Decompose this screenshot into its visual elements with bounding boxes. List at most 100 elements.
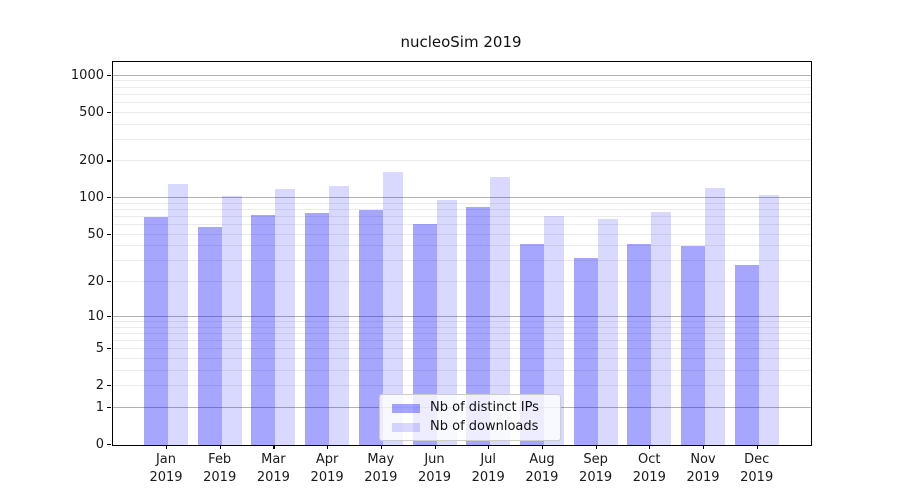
x-tick-mark (649, 445, 651, 449)
y-tick-mark (107, 233, 111, 235)
minor-gridline (113, 326, 811, 328)
minor-gridline (113, 357, 811, 359)
minor-gridline (113, 224, 811, 226)
y-tick-mark (107, 406, 111, 409)
bar-downloads (382, 172, 403, 445)
bar-downloads (329, 186, 350, 445)
major-gridline (113, 197, 811, 199)
y-tick-mark (107, 74, 111, 76)
y-tick-label: 1000 (70, 67, 104, 83)
x-tick-mark (273, 445, 275, 449)
legend-item: Nb of downloads (386, 420, 554, 434)
major-gridline (113, 74, 811, 76)
x-tick-label: Sep 2019 (579, 452, 613, 485)
legend-label: Nb of distinct IPs (430, 400, 539, 415)
y-tick-label: 500 (79, 104, 104, 120)
minor-gridline (113, 80, 811, 82)
minor-gridline (113, 123, 811, 125)
minor-gridline (113, 385, 811, 387)
y-tick-mark (107, 160, 111, 162)
legend-item: Nb of distinct IPs (386, 401, 554, 415)
y-tick-mark (107, 111, 111, 113)
minor-gridline (113, 86, 811, 88)
bar-downloads (221, 195, 242, 445)
minor-gridline (113, 101, 811, 103)
x-tick-mark (541, 445, 544, 449)
bar-downloads (436, 200, 457, 445)
x-tick-label: Jan 2019 (149, 452, 183, 485)
x-tick-mark (380, 445, 382, 449)
bar-downloads (490, 177, 511, 445)
bar-distinct-ips (251, 214, 276, 445)
x-tick-mark (434, 445, 436, 449)
minor-gridline (113, 332, 811, 334)
minor-gridline (113, 233, 811, 235)
minor-gridline (113, 209, 811, 211)
bar-downloads (597, 219, 618, 445)
legend: Nb of distinct IPs Nb of downloads (379, 394, 561, 441)
x-tick-mark (756, 445, 758, 449)
minor-gridline (113, 260, 811, 262)
x-tick-label: Feb 2019 (203, 452, 237, 485)
x-tick-label: Oct 2019 (632, 452, 666, 485)
minor-gridline (113, 160, 811, 162)
y-tick-label: 100 (79, 190, 104, 206)
bar-distinct-ips (358, 210, 383, 445)
y-tick-mark (107, 315, 111, 317)
minor-gridline (113, 348, 811, 350)
legend-swatch (392, 422, 420, 432)
minor-gridline (113, 93, 811, 95)
x-tick-mark (166, 445, 168, 449)
chart-title: nucleoSim 2019 (400, 33, 522, 51)
y-tick-label: 20 (87, 274, 104, 290)
minor-gridline (113, 369, 811, 371)
bar-downloads (758, 195, 779, 445)
major-gridline (113, 315, 811, 317)
x-tick-mark (488, 445, 490, 449)
x-tick-label: Dec 2019 (740, 452, 774, 485)
minor-gridline (113, 320, 811, 322)
bar-distinct-ips (305, 212, 330, 445)
y-tick-label: 50 (87, 226, 104, 242)
bar-distinct-ips (144, 217, 168, 445)
x-tick-label: Apr 2019 (310, 452, 344, 485)
bar-distinct-ips (734, 264, 759, 445)
legend-swatch (392, 403, 420, 413)
bar-downloads (275, 188, 296, 445)
y-tick-label: 0 (95, 437, 104, 452)
x-tick-mark (327, 445, 329, 449)
x-tick-mark (703, 445, 705, 449)
y-tick-mark (107, 197, 111, 199)
x-tick-label: Mar 2019 (256, 452, 290, 485)
minor-gridline (113, 138, 811, 140)
plot-area: Nb of distinct IPs Nb of downloads (112, 61, 812, 446)
y-tick-label: 10 (87, 308, 104, 324)
bar-distinct-ips (573, 258, 598, 445)
legend-label: Nb of downloads (430, 419, 539, 434)
x-tick-label: Nov 2019 (686, 452, 720, 485)
bar-distinct-ips (197, 227, 222, 445)
minor-gridline (113, 216, 811, 218)
y-tick-mark (107, 348, 111, 350)
bar-distinct-ips (681, 246, 705, 445)
bar-downloads (168, 184, 188, 445)
bar-distinct-ips (627, 243, 652, 445)
y-tick-mark (107, 385, 111, 387)
y-tick-label: 5 (95, 341, 104, 357)
minor-gridline (113, 202, 811, 204)
x-tick-label: Jun 2019 (417, 452, 452, 485)
x-tick-label: May 2019 (364, 452, 398, 485)
y-tick-label: 200 (79, 153, 104, 169)
y-tick-label: 1 (95, 399, 104, 415)
x-tick-mark (595, 445, 597, 449)
minor-gridline (113, 111, 811, 113)
x-tick-mark (219, 445, 221, 449)
bar-downloads (651, 212, 672, 445)
bar-downloads (705, 187, 725, 445)
x-tick-label: Jul 2019 (471, 452, 505, 485)
bar-downloads (543, 215, 564, 445)
minor-gridline (113, 245, 811, 247)
y-tick-mark (107, 444, 111, 446)
y-tick-label: 2 (95, 378, 104, 394)
